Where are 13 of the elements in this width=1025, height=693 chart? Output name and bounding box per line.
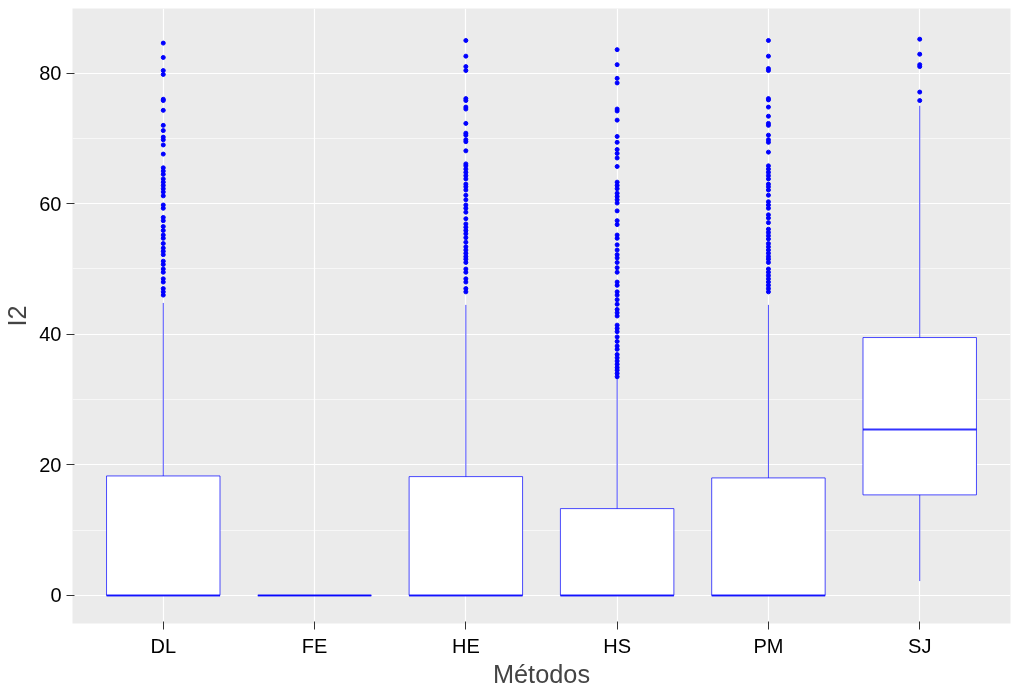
y-tick-label: 0 xyxy=(50,584,62,607)
y-tick-label: 40 xyxy=(39,323,62,346)
x-axis-title: Métodos xyxy=(492,659,591,688)
x-tick-label: DL xyxy=(150,634,177,657)
x-tick-label: FE xyxy=(301,634,328,657)
y-tick-label: 80 xyxy=(39,62,62,85)
x-tick-label: HE xyxy=(451,634,480,657)
x-tick-label: PM xyxy=(753,634,784,657)
y-tick-label: 20 xyxy=(39,453,62,476)
x-tick-label: SJ xyxy=(908,634,932,657)
x-tick-label: HS xyxy=(603,634,632,657)
y-axis-title: I2 xyxy=(3,305,32,327)
y-tick-label: 60 xyxy=(39,192,62,215)
